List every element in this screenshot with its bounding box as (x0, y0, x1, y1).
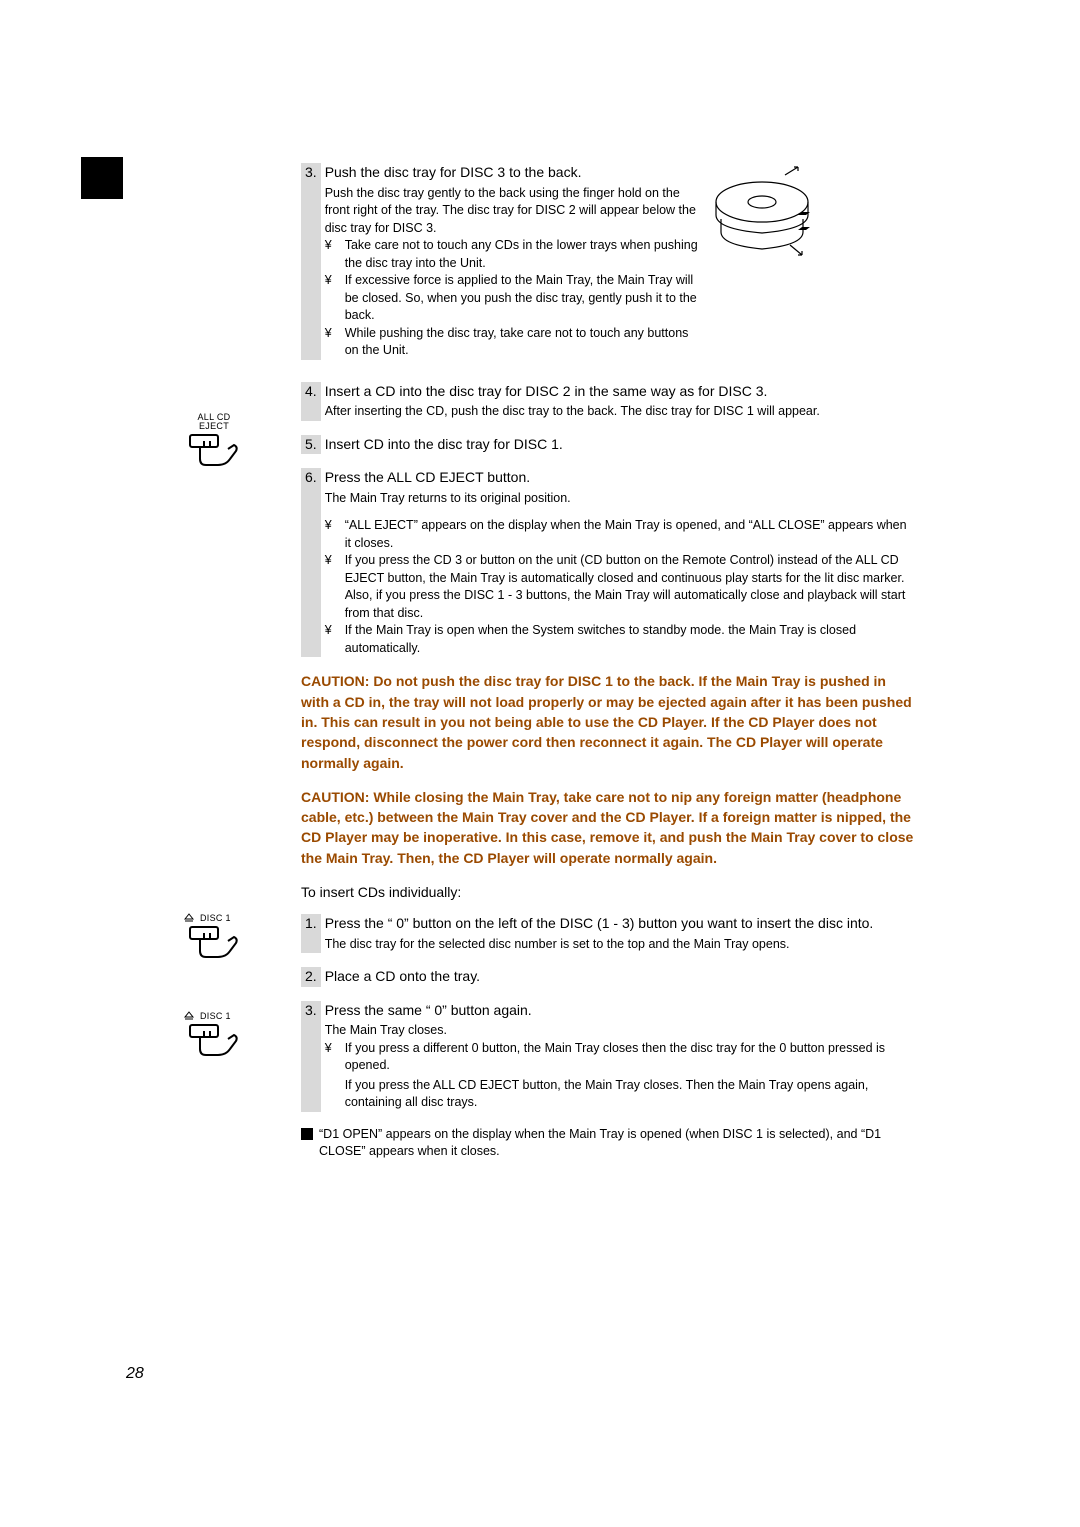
bullet-text: If excessive force is applied to the Mai… (345, 272, 701, 325)
individual-step-3: 3. Press the same “ 0” button again. The… (301, 1001, 916, 1112)
individual-step-1: 1. Press the “ 0” button on the left of … (301, 914, 916, 953)
step-number: 5. (301, 435, 321, 455)
step-subtext: Push the disc tray gently to the back us… (325, 185, 701, 238)
page-number: 28 (126, 1365, 144, 1383)
hand-press-icon (184, 923, 240, 975)
step-title: Push the disc tray for DISC 3 to the bac… (325, 163, 701, 183)
step-number: 3. (301, 1001, 321, 1112)
bullet-icon: ¥ (325, 325, 345, 360)
step-4: 4. Insert a CD into the disc tray for DI… (301, 382, 916, 421)
disc1-eject-icon-1: DISC 1 (184, 913, 254, 980)
individual-step-2: 2. Place a CD onto the tray. (301, 967, 916, 987)
bullet-text-cont: If you press the ALL CD EJECT button, th… (345, 1077, 916, 1112)
display-note: “D1 OPEN” appears on the display when th… (301, 1126, 916, 1161)
bullet-icon: ¥ (325, 272, 345, 325)
step-subtext: The Main Tray closes. (325, 1022, 916, 1040)
bullet-text: Take care not to touch any CDs in the lo… (345, 237, 701, 272)
step-5: 5. Insert CD into the disc tray for DISC… (301, 435, 916, 455)
disc1-label-1: DISC 1 (200, 913, 231, 923)
step-number: 3. (301, 163, 321, 360)
step-number: 2. (301, 967, 321, 987)
step-title: Press the ALL CD EJECT button. (325, 468, 916, 488)
all-cd-eject-label-2: EJECT (184, 421, 244, 431)
step-number: 1. (301, 914, 321, 953)
step-title: Press the same “ 0” button again. (325, 1001, 916, 1021)
hand-press-icon (184, 1021, 240, 1073)
caution-1: CAUTION: Do not push the disc tray for D… (301, 671, 916, 772)
bullet-text: If you press a different 0 button, the M… (345, 1040, 916, 1075)
bullet-icon: ¥ (325, 622, 345, 657)
hand-press-icon (184, 431, 240, 483)
step-number: 4. (301, 382, 321, 421)
step-title: Insert CD into the disc tray for DISC 1. (325, 435, 916, 455)
manual-page: ALL CD EJECT DISC 1 DISC 1 (0, 0, 1080, 1527)
individual-intro: To insert CDs individually: (301, 884, 916, 900)
bullet-icon: ¥ (325, 1040, 345, 1075)
step-subtext: The Main Tray returns to its original po… (325, 490, 916, 508)
step-3: 3. Push the disc tray for DISC 3 to the … (301, 163, 701, 360)
step-number: 6. (301, 468, 321, 657)
bullet-icon: ¥ (325, 237, 345, 272)
caution-2: CAUTION: While closing the Main Tray, ta… (301, 787, 916, 868)
step-subtext: After inserting the CD, push the disc tr… (325, 403, 916, 421)
bullet-text: “ALL EJECT” appears on the display when … (345, 517, 916, 552)
bullet-icon: ¥ (325, 552, 345, 622)
bullet-text: If the Main Tray is open when the System… (345, 622, 916, 657)
eject-icon (184, 913, 194, 923)
all-cd-eject-icon: ALL CD EJECT (184, 412, 244, 488)
step-subtext: The disc tray for the selected disc numb… (325, 936, 916, 954)
disc1-label-2: DISC 1 (200, 1011, 231, 1021)
step-title: Place a CD onto the tray. (325, 967, 916, 987)
disc1-eject-icon-2: DISC 1 (184, 1011, 254, 1078)
note-text: “D1 OPEN” appears on the display when th… (319, 1126, 916, 1161)
eject-icon (184, 1011, 194, 1021)
main-content: 3. Push the disc tray for DISC 3 to the … (301, 163, 916, 1161)
bullet-text: If you press the CD 3 or button on the u… (345, 552, 916, 622)
note-square-icon (301, 1128, 313, 1140)
section-tab (81, 157, 123, 199)
step-title: Press the “ 0” button on the left of the… (325, 914, 916, 934)
bullet-text: While pushing the disc tray, take care n… (345, 325, 701, 360)
step-6: 6. Press the ALL CD EJECT button. The Ma… (301, 468, 916, 657)
step-title: Insert a CD into the disc tray for DISC … (325, 382, 916, 402)
bullet-icon: ¥ (325, 517, 345, 552)
